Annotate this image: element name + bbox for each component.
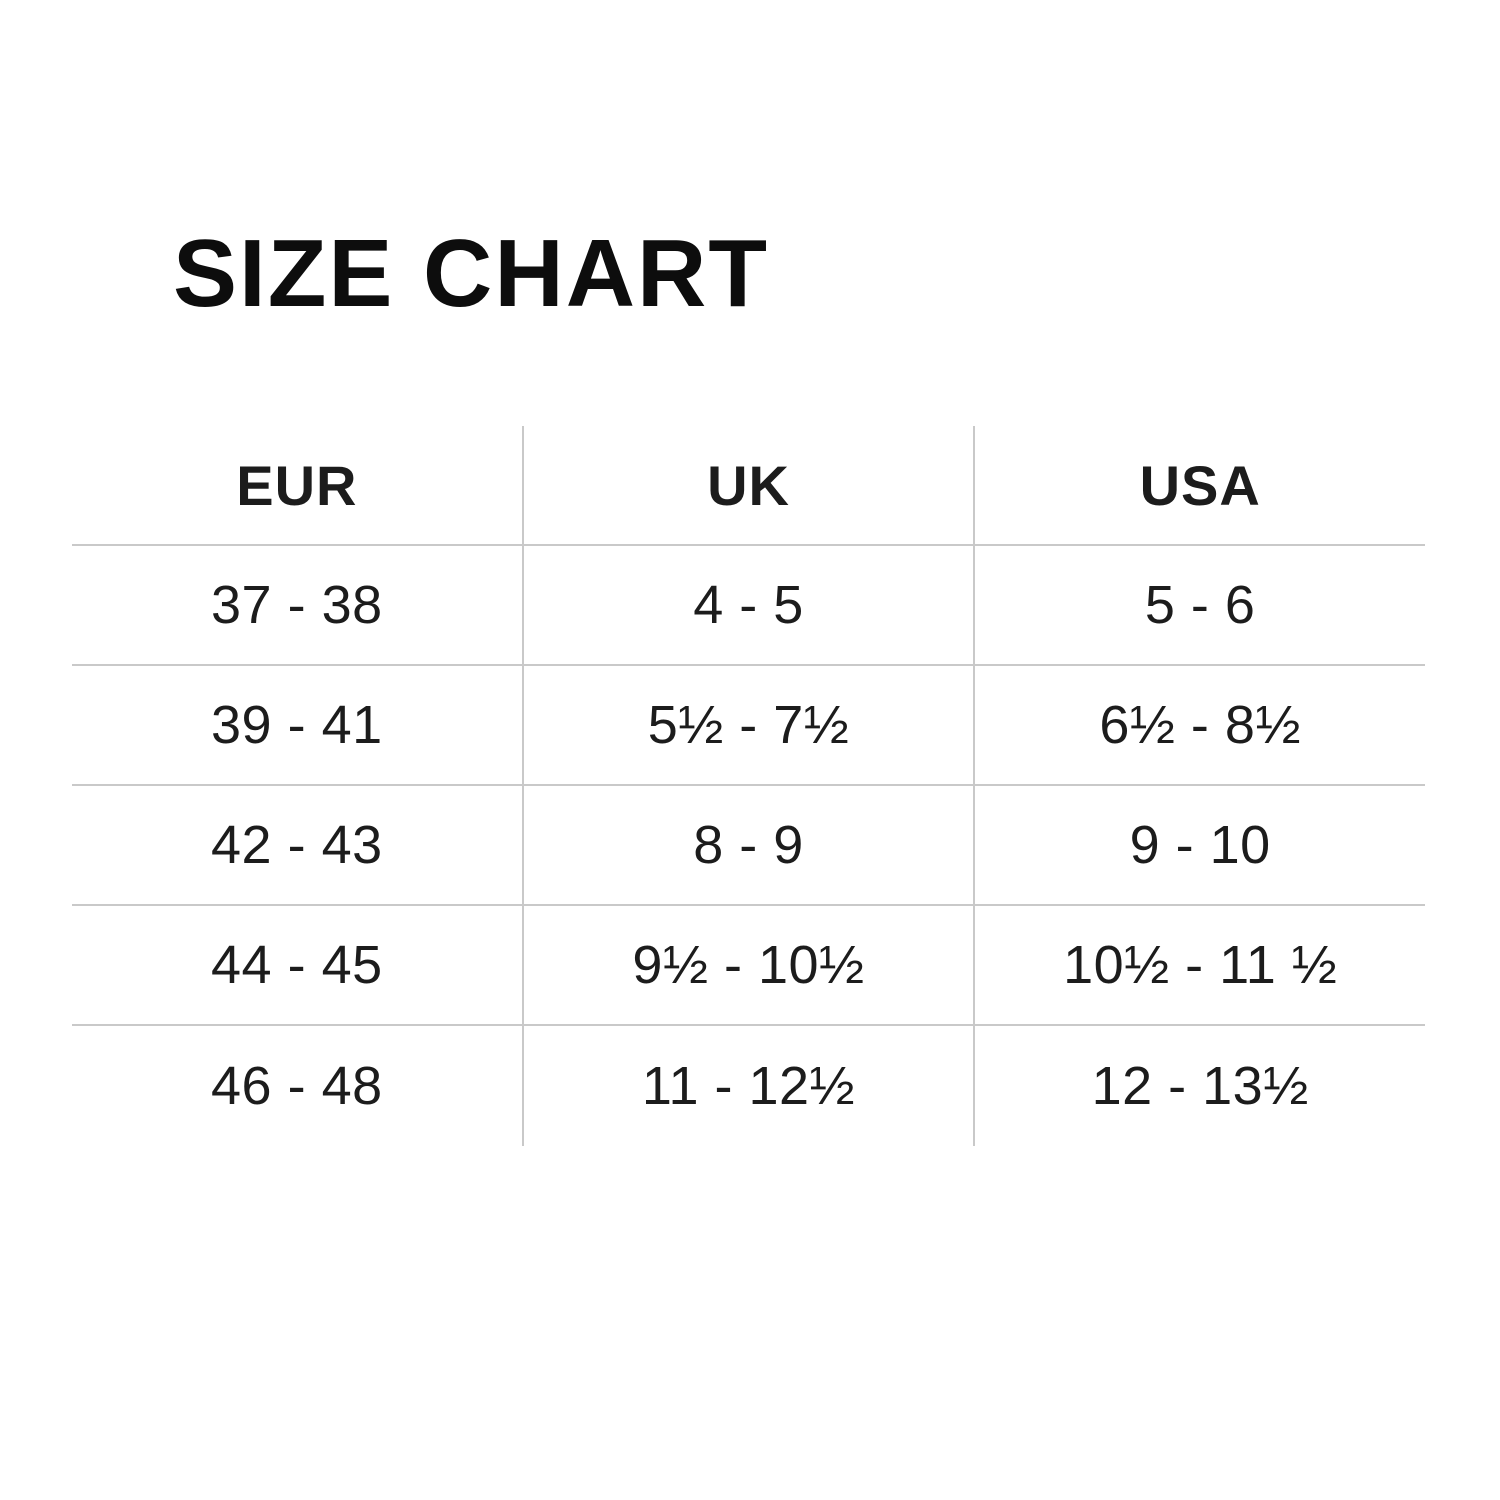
cell-usa: 6½ - 8½ (1099, 695, 1301, 755)
cell-uk: 9½ - 10½ (524, 906, 976, 1024)
cell-usa: 9 - 10 (1129, 815, 1271, 875)
table-row: 46 - 48 11 - 12½ 12 - 13½ (72, 1026, 1425, 1146)
cell-uk: 5½ - 7½ (524, 666, 976, 784)
column-header-uk: UK (524, 426, 976, 544)
cell-eur: 44 - 45 (72, 906, 524, 1024)
size-conversion-table: EUR UK USA 37 - 38 4 - 5 5 - 6 39 - 41 5… (72, 426, 1425, 1146)
cell-usa: 12 - 13½ (1091, 1056, 1309, 1116)
table-header-row: EUR UK USA (72, 426, 1425, 546)
cell-uk: 4 - 5 (524, 546, 976, 664)
cell-uk: 8 - 9 (524, 786, 976, 904)
table-row: 37 - 38 4 - 5 5 - 6 (72, 546, 1425, 666)
cell-usa: 10½ - 11 ½ (1063, 935, 1338, 995)
column-header-usa: USA (1139, 453, 1261, 517)
cell-eur: 46 - 48 (72, 1026, 524, 1146)
cell-eur: 37 - 38 (72, 546, 524, 664)
cell-usa: 5 - 6 (1144, 575, 1256, 635)
table-row: 44 - 45 9½ - 10½ 10½ - 11 ½ (72, 906, 1425, 1026)
cell-eur: 39 - 41 (72, 666, 524, 784)
table-row: 42 - 43 8 - 9 9 - 10 (72, 786, 1425, 906)
column-header-eur: EUR (72, 426, 524, 544)
cell-eur: 42 - 43 (72, 786, 524, 904)
cell-uk: 11 - 12½ (524, 1026, 976, 1146)
table-row: 39 - 41 5½ - 7½ 6½ - 8½ (72, 666, 1425, 786)
page-title: SIZE CHART (173, 220, 769, 327)
